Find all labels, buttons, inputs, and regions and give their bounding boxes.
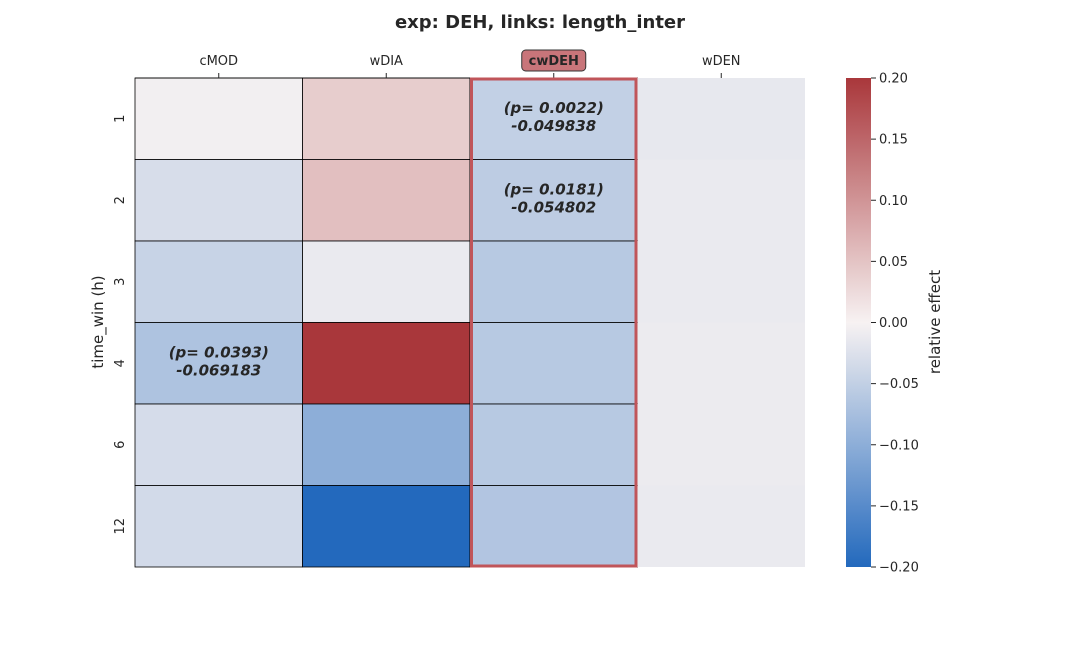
colorbar-tick-label: −0.20 bbox=[879, 561, 919, 576]
annotation-effect-value: -0.069183 bbox=[176, 361, 261, 379]
heatmap-cell bbox=[469, 240, 638, 323]
heatmap-cell bbox=[134, 485, 303, 568]
colorbar-label: relative effect bbox=[926, 270, 944, 374]
y-tick-label: 1 bbox=[113, 115, 128, 123]
heatmap-cell bbox=[302, 485, 471, 568]
cell-annotations: (p= 0.0022)-0.049838 (p= 0.0181)-0.054802… bbox=[169, 99, 604, 380]
colorbar bbox=[846, 78, 871, 567]
heatmap-cells bbox=[134, 77, 805, 568]
colorbar-tick-label: 0.00 bbox=[879, 316, 908, 331]
colorbar-tick-label: −0.10 bbox=[879, 438, 919, 453]
annotation-p-value: (p= 0.0393) bbox=[169, 343, 269, 361]
colorbar-ticks: 0.20 0.15 0.10 0.05 0.00 −0.05 −0.10 −0.15 −0.20 bbox=[871, 72, 919, 576]
colorbar-tick-label: 0.15 bbox=[879, 133, 908, 148]
heatmap-cell bbox=[134, 159, 303, 242]
colorbar-tick-label: 0.10 bbox=[879, 194, 908, 209]
heatmap-cell bbox=[637, 78, 805, 160]
y-axis-label: time_win (h) bbox=[89, 275, 108, 368]
heatmap-cell bbox=[134, 240, 303, 323]
colorbar-tick-label: 0.20 bbox=[879, 72, 908, 87]
annotation-p-value: (p= 0.0181) bbox=[504, 180, 604, 198]
y-tick-label: 3 bbox=[113, 278, 128, 286]
heatmap-cell bbox=[637, 485, 805, 567]
highlight-label-box bbox=[521, 49, 587, 72]
highlighted-column bbox=[470, 77, 638, 568]
y-tick-label: 4 bbox=[113, 359, 128, 367]
heatmap-cell bbox=[302, 322, 471, 405]
colorbar-tick-label: −0.05 bbox=[879, 377, 919, 392]
x-tick-label: cwDEH bbox=[529, 54, 579, 69]
x-tick-label: wDEN bbox=[702, 54, 741, 69]
heatmap-cell bbox=[637, 322, 805, 404]
x-axis-ticks: cMOD wDIA cwDEH wDEN bbox=[199, 49, 741, 78]
heatmap-cell bbox=[469, 322, 638, 405]
x-tick-label: cMOD bbox=[199, 54, 238, 69]
heatmap-cell bbox=[134, 322, 303, 405]
heatmap-cell bbox=[302, 159, 471, 242]
x-tick-label: wDIA bbox=[370, 54, 403, 69]
highlight-outline bbox=[470, 77, 638, 568]
heatmap-cell bbox=[134, 403, 303, 486]
heatmap-cell bbox=[637, 159, 805, 241]
annotation-p-value: (p= 0.0022) bbox=[504, 99, 604, 117]
annotation-effect-value: -0.049838 bbox=[511, 117, 596, 135]
y-tick-label: 6 bbox=[113, 441, 128, 449]
heatmap-cell bbox=[637, 404, 805, 486]
annotation-effect-value: -0.054802 bbox=[511, 198, 596, 216]
y-tick-label: 2 bbox=[113, 196, 128, 204]
heatmap-cell bbox=[302, 240, 471, 323]
colorbar-tick-label: −0.15 bbox=[879, 499, 919, 514]
y-tick-label: 12 bbox=[113, 518, 128, 535]
heatmap-cell bbox=[134, 77, 303, 160]
chart-title: exp: DEH, links: length_inter bbox=[395, 12, 685, 33]
heatmap-cell bbox=[302, 77, 471, 160]
heatmap-cell bbox=[469, 403, 638, 486]
colorbar-tick-label: 0.05 bbox=[879, 255, 908, 270]
heatmap-cell bbox=[637, 241, 805, 323]
heatmap-cell bbox=[302, 403, 471, 486]
heatmap-cell bbox=[469, 485, 638, 568]
